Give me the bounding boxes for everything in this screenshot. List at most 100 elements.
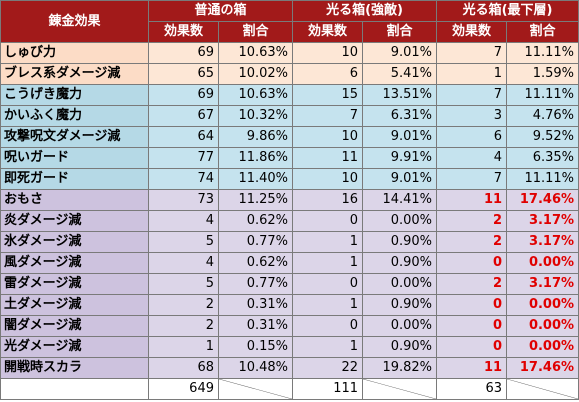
boss-count: 6 — [292, 63, 364, 85]
boss-ratio: 0.90% — [362, 336, 438, 358]
header-effect: 錬金効果 — [0, 0, 149, 43]
bottom-ratio: 9.52% — [506, 126, 579, 148]
normal-count: 69 — [148, 42, 219, 64]
normal-ratio: 10.63% — [217, 84, 294, 106]
table-row: 雷ダメージ減 5 0.77% 0 0.00% 2 3.17% — [0, 273, 579, 295]
normal-ratio: 0.62% — [217, 210, 294, 232]
normal-count: 2 — [148, 315, 219, 337]
bottom-count: 11 — [436, 189, 508, 211]
effect-name: 土ダメージ減 — [0, 294, 149, 316]
normal-ratio: 0.15% — [217, 336, 294, 358]
boss-ratio: 9.01% — [362, 42, 438, 64]
table-row: 炎ダメージ減 4 0.62% 0 0.00% 2 3.17% — [0, 210, 579, 232]
boss-count: 0 — [292, 315, 364, 337]
normal-count: 1 — [148, 336, 219, 358]
total-normal-count: 649 — [148, 378, 219, 400]
header-count: 効果数 — [436, 21, 508, 43]
bottom-ratio: 0.00% — [506, 336, 579, 358]
normal-count: 74 — [148, 168, 219, 190]
normal-ratio: 0.77% — [217, 273, 294, 295]
table-row: 光ダメージ減 1 0.15% 1 0.90% 0 0.00% — [0, 336, 579, 358]
normal-count: 77 — [148, 147, 219, 169]
boss-count: 1 — [292, 231, 364, 253]
table-row: かいふく魔力 67 10.32% 7 6.31% 3 4.76% — [0, 105, 579, 127]
bottom-ratio: 17.46% — [506, 357, 579, 379]
bottom-ratio: 0.00% — [506, 315, 579, 337]
normal-count: 68 — [148, 357, 219, 379]
bottom-ratio: 4.76% — [506, 105, 579, 127]
table-row: 氷ダメージ減 5 0.77% 1 0.90% 2 3.17% — [0, 231, 579, 253]
bottom-count: 3 — [436, 105, 508, 127]
bottom-count: 0 — [436, 315, 508, 337]
boss-count: 15 — [292, 84, 364, 106]
boss-count: 0 — [292, 273, 364, 295]
header-count: 効果数 — [292, 21, 364, 43]
table-row: ブレス系ダメージ減 65 10.02% 6 5.41% 1 1.59% — [0, 63, 579, 85]
normal-ratio: 11.25% — [217, 189, 294, 211]
normal-count: 4 — [148, 210, 219, 232]
header-ratio: 割合 — [506, 21, 579, 43]
normal-count: 5 — [148, 273, 219, 295]
normal-ratio: 11.40% — [217, 168, 294, 190]
boss-ratio: 0.00% — [362, 210, 438, 232]
effect-name: 攻撃呪文ダメージ減 — [0, 126, 149, 148]
bottom-ratio: 1.59% — [506, 63, 579, 85]
boss-ratio: 0.00% — [362, 315, 438, 337]
table-row: こうげき魔力 69 10.63% 15 13.51% 7 11.11% — [0, 84, 579, 106]
bottom-count: 0 — [436, 336, 508, 358]
bottom-ratio: 3.17% — [506, 231, 579, 253]
empty-slash-cell — [506, 378, 579, 400]
header-glowing-box-bottom: 光る箱(最下層) — [436, 0, 579, 22]
bottom-ratio: 0.00% — [506, 294, 579, 316]
bottom-count: 7 — [436, 84, 508, 106]
header-count: 効果数 — [148, 21, 219, 43]
normal-ratio: 10.32% — [217, 105, 294, 127]
effect-name: こうげき魔力 — [0, 84, 149, 106]
effect-name: 闇ダメージ減 — [0, 315, 149, 337]
total-bottom-count: 63 — [436, 378, 508, 400]
table-row: 攻撃呪文ダメージ減 64 9.86% 10 9.01% 6 9.52% — [0, 126, 579, 148]
boss-ratio: 14.41% — [362, 189, 438, 211]
total-boss-count: 111 — [292, 378, 364, 400]
normal-count: 5 — [148, 231, 219, 253]
bottom-count: 2 — [436, 231, 508, 253]
bottom-ratio: 17.46% — [506, 189, 579, 211]
effect-name: 呪いガード — [0, 147, 149, 169]
bottom-count: 2 — [436, 210, 508, 232]
normal-ratio: 0.31% — [217, 315, 294, 337]
bottom-count: 0 — [436, 252, 508, 274]
table-row: おもさ 73 11.25% 16 14.41% 11 17.46% — [0, 189, 579, 211]
bottom-ratio: 11.11% — [506, 168, 579, 190]
totals-row: 649 111 63 — [0, 378, 579, 400]
normal-count: 67 — [148, 105, 219, 127]
bottom-count: 7 — [436, 42, 508, 64]
effect-name: 光ダメージ減 — [0, 336, 149, 358]
bottom-ratio: 3.17% — [506, 210, 579, 232]
boss-ratio: 0.00% — [362, 273, 438, 295]
header-ratio: 割合 — [362, 21, 438, 43]
boss-count: 0 — [292, 210, 364, 232]
normal-ratio: 0.31% — [217, 294, 294, 316]
table-row: しゅび力 69 10.63% 10 9.01% 7 11.11% — [0, 42, 579, 64]
normal-ratio: 10.63% — [217, 42, 294, 64]
boss-count: 22 — [292, 357, 364, 379]
boss-ratio: 0.90% — [362, 294, 438, 316]
bottom-ratio: 11.11% — [506, 42, 579, 64]
effect-name: 即死ガード — [0, 168, 149, 190]
normal-ratio: 0.62% — [217, 252, 294, 274]
bottom-count: 0 — [436, 294, 508, 316]
bottom-ratio: 0.00% — [506, 252, 579, 274]
bottom-count: 1 — [436, 63, 508, 85]
table-row: 闇ダメージ減 2 0.31% 0 0.00% 0 0.00% — [0, 315, 579, 337]
table-row: 土ダメージ減 2 0.31% 1 0.90% 0 0.00% — [0, 294, 579, 316]
effect-name: 風ダメージ減 — [0, 252, 149, 274]
boss-ratio: 13.51% — [362, 84, 438, 106]
normal-count: 64 — [148, 126, 219, 148]
bottom-count: 11 — [436, 357, 508, 379]
normal-ratio: 10.02% — [217, 63, 294, 85]
normal-count: 73 — [148, 189, 219, 211]
table-row: 呪いガード 77 11.86% 11 9.91% 4 6.35% — [0, 147, 579, 169]
boss-count: 1 — [292, 252, 364, 274]
boss-ratio: 6.31% — [362, 105, 438, 127]
